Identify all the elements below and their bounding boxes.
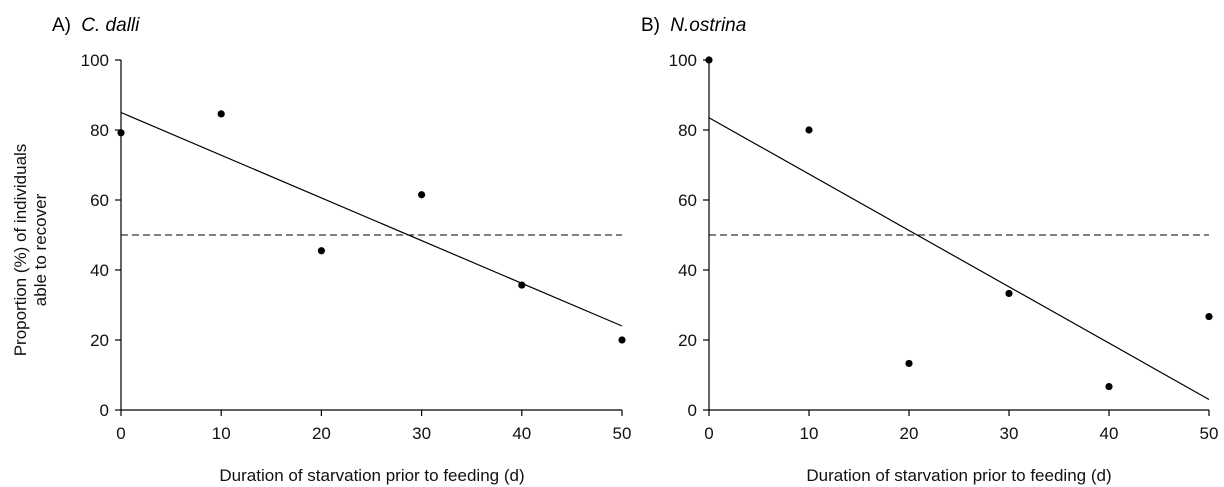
- panel-a-data-point: [418, 191, 426, 199]
- panel-b-data-point: [1205, 312, 1213, 321]
- panel-a-label: A): [52, 15, 71, 36]
- panel-b-x-tick-label: 10: [800, 424, 819, 443]
- panel-b-chart: B) N.ostrina Duration of starvation prio…: [641, 15, 1218, 485]
- panel-a-y-tick-label: 20: [90, 331, 109, 350]
- panel-a-regression-line: [120, 111, 623, 327]
- panel-b-data-point: [705, 56, 713, 64]
- panel-a-chart: A) C. dalli Duration of starvation prior…: [52, 15, 631, 485]
- panel-b-x-tick-label: 30: [1000, 424, 1019, 443]
- panel-a-y-tick-label: 40: [90, 261, 109, 280]
- panel-a-y-tick-label: 80: [90, 121, 109, 140]
- panel-b-title: B) N.ostrina: [641, 15, 746, 36]
- panel-a-x-tick-label: 40: [512, 424, 531, 443]
- panel-a-x-tick-label: 10: [212, 424, 231, 443]
- panel-a-x-tick-label: 50: [613, 424, 632, 443]
- panel-b-x-tick-label: 0: [704, 424, 713, 443]
- panel-b-x-tick-label: 40: [1100, 424, 1119, 443]
- panel-a-y-tick-label: 0: [100, 401, 109, 420]
- panel-a-y-tick-label: 60: [90, 191, 109, 210]
- panel-a-species: C. dalli: [81, 15, 140, 36]
- panel-a-data-point: [117, 129, 125, 137]
- y-axis-title-line-2: able to recover: [31, 193, 50, 306]
- y-axis-title-line-1: Proportion (%) of individuals: [11, 144, 30, 357]
- panel-b-y-tick-label: 80: [678, 121, 697, 140]
- panel-b-data-point: [905, 359, 913, 368]
- panel-b-species: N.ostrina: [670, 15, 746, 36]
- panel-b-y-tick-label: 100: [669, 51, 697, 70]
- panel-a-data-point: [317, 247, 325, 255]
- panel-a-data-point: [217, 110, 225, 118]
- panel-b-data-point: [805, 126, 813, 134]
- panel-b-x-tick-label: 20: [900, 424, 919, 443]
- panel-b-y-tick-label: 40: [678, 261, 697, 280]
- panel-b-y-tick-label: 0: [688, 401, 697, 420]
- panel-a-data-point: [518, 281, 526, 289]
- panel-b-data-point: [1105, 382, 1113, 391]
- panel-a-y-tick-label: 100: [81, 51, 109, 70]
- panel-a-x-tick-label: 20: [312, 424, 331, 443]
- panel-b-label: B): [641, 15, 660, 36]
- panel-a-data-point: [618, 336, 626, 344]
- panel-b-x-tick-label: 50: [1200, 424, 1219, 443]
- panel-b-y-tick-label: 60: [678, 191, 697, 210]
- panel-a-x-tick-label: 30: [412, 424, 431, 443]
- panel-a-x-axis-title: Duration of starvation prior to feeding …: [219, 466, 524, 485]
- panel-b-regression-line: [708, 117, 1210, 401]
- panel-b-x-axis-title: Duration of starvation prior to feeding …: [806, 466, 1111, 485]
- panel-a-x-tick-label: 0: [116, 424, 125, 443]
- panel-b-y-tick-label: 20: [678, 331, 697, 350]
- panel-a-title: A) C. dalli: [52, 15, 140, 36]
- panel-b-data-point: [1005, 289, 1013, 298]
